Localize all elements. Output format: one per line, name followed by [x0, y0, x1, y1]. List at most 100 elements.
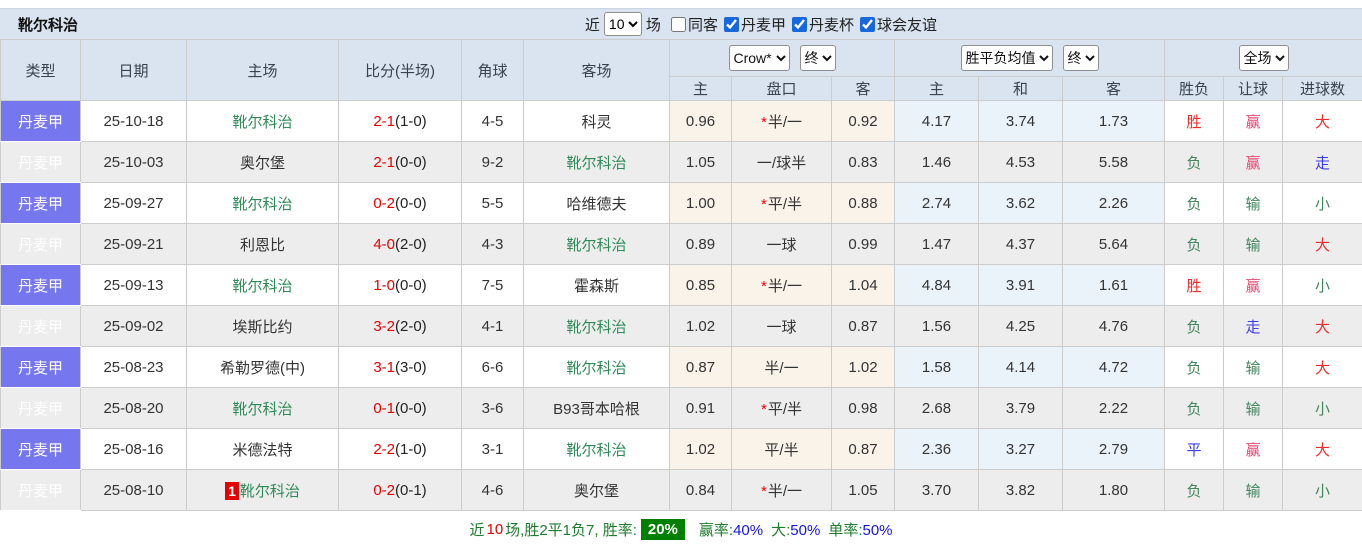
- halftime-score: (2-0): [395, 236, 427, 253]
- halftime-score: (1-0): [395, 441, 427, 458]
- odds-line-cell: *平/半: [732, 388, 832, 429]
- league-cell: 丹麦甲: [1, 183, 81, 224]
- home-team-cell: 靴尔科治: [187, 183, 339, 224]
- goals-result-cell: 大: [1283, 101, 1362, 142]
- avg-draw-cell: 3.79: [979, 388, 1063, 429]
- subcol-odds-home: 主: [670, 77, 732, 101]
- halftime-score: (0-0): [395, 195, 427, 212]
- halftime-score: (0-1): [395, 482, 427, 499]
- home-team-name: 奥尔堡: [240, 155, 285, 172]
- away-team-name: 奥尔堡: [574, 483, 619, 500]
- handicap-result-cell: 赢: [1224, 142, 1283, 183]
- subcol-handicap: 让球: [1224, 77, 1283, 101]
- avg-home-cell: 2.36: [895, 429, 979, 470]
- footer-prefix: 近: [469, 519, 484, 540]
- odds-line-cell: 半/一: [732, 347, 832, 388]
- away-team-name: 靴尔科治: [566, 319, 626, 336]
- home-team-name: 靴尔科治: [232, 114, 292, 131]
- score-cell: 3-2(2-0): [339, 306, 462, 347]
- live-star-icon: *: [761, 114, 767, 131]
- date-cell: 25-09-13: [81, 265, 187, 306]
- handicap-line: 一/球半: [757, 155, 806, 172]
- home-team-cell: 利恩比: [187, 224, 339, 265]
- avg-away-cell: 1.80: [1063, 470, 1165, 511]
- filter-item-0[interactable]: 同客: [671, 14, 718, 35]
- filter-checkbox[interactable]: [671, 17, 686, 32]
- bookmaker-time-select[interactable]: 终: [800, 45, 836, 71]
- home-team-name: 希勒罗德(中): [220, 360, 305, 377]
- corner-cell: 5-5: [462, 183, 524, 224]
- handicap-result-cell: 走: [1224, 306, 1283, 347]
- result-cell: 负: [1165, 347, 1224, 388]
- handicap-line: 半/一: [764, 360, 798, 377]
- filter-label: 丹麦杯: [809, 14, 854, 35]
- avg-away-cell: 2.79: [1063, 429, 1165, 470]
- odds-away-cell: 0.88: [832, 183, 895, 224]
- filter-item-1[interactable]: 丹麦甲: [724, 14, 786, 35]
- result-cell: 负: [1165, 224, 1224, 265]
- halftime-score: (3-0): [395, 359, 427, 376]
- odds-home-cell: 1.05: [670, 142, 732, 183]
- result-cell: 负: [1165, 306, 1224, 347]
- col-home: 主场: [187, 40, 339, 101]
- odds-line-cell: *半/一: [732, 470, 832, 511]
- handicap-line: 半/一: [768, 114, 802, 131]
- avg-home-cell: 3.70: [895, 470, 979, 511]
- average-time-select[interactable]: 终: [1063, 45, 1099, 71]
- filter-item-3[interactable]: 球会友谊: [860, 14, 937, 35]
- away-team-name: 霍森斯: [574, 278, 619, 295]
- home-team-name: 靴尔科治: [232, 401, 292, 418]
- avg-draw-cell: 3.74: [979, 101, 1063, 142]
- avg-away-cell: 2.22: [1063, 388, 1165, 429]
- odds-away-cell: 0.92: [832, 101, 895, 142]
- filter-checkbox[interactable]: [724, 17, 739, 32]
- result-cell: 平: [1165, 429, 1224, 470]
- avg-home-cell: 4.84: [895, 265, 979, 306]
- avg-draw-cell: 4.25: [979, 306, 1063, 347]
- fulltime-score: 2-2: [373, 441, 395, 458]
- col-score: 比分(半场): [339, 40, 462, 101]
- league-cell: 丹麦甲: [1, 101, 81, 142]
- recent-count-select[interactable]: 10: [604, 12, 642, 36]
- subcol-odds-line: 盘口: [732, 77, 832, 101]
- average-select[interactable]: 胜平负均值: [961, 45, 1053, 71]
- date-cell: 25-08-10: [81, 470, 187, 511]
- date-cell: 25-08-20: [81, 388, 187, 429]
- date-cell: 25-10-18: [81, 101, 187, 142]
- footer-over-label: 大:: [771, 522, 790, 539]
- score-cell: 0-2(0-1): [339, 470, 462, 511]
- result-cell: 负: [1165, 470, 1224, 511]
- halftime-score: (0-0): [395, 400, 427, 417]
- odds-line-cell: 平/半: [732, 429, 832, 470]
- fulltime-score: 2-1: [373, 154, 395, 171]
- home-team-name: 靴尔科治: [232, 278, 292, 295]
- avg-home-cell: 1.47: [895, 224, 979, 265]
- home-team-cell: 埃斯比约: [187, 306, 339, 347]
- league-cell: 丹麦甲: [1, 265, 81, 306]
- scope-select[interactable]: 全场: [1239, 45, 1289, 71]
- fulltime-score: 1-0: [373, 277, 395, 294]
- away-team-cell: 霍森斯: [524, 265, 670, 306]
- handicap-line: 平/半: [764, 442, 798, 459]
- result-cell: 负: [1165, 388, 1224, 429]
- filter-group: 同客丹麦甲 丹麦杯球会友谊: [665, 14, 937, 35]
- date-cell: 25-08-23: [81, 347, 187, 388]
- filter-item-2[interactable]: 丹麦杯: [792, 14, 854, 35]
- corner-cell: 4-5: [462, 101, 524, 142]
- odds-home-cell: 1.02: [670, 306, 732, 347]
- bookmaker-select[interactable]: Crow*: [729, 45, 790, 71]
- filter-label: 同客: [688, 14, 718, 35]
- filter-checkbox[interactable]: [860, 17, 875, 32]
- away-team-cell: 靴尔科治: [524, 347, 670, 388]
- handicap-result-cell: 输: [1224, 347, 1283, 388]
- result-cell: 负: [1165, 183, 1224, 224]
- handicap-line: 一球: [766, 319, 796, 336]
- handicap-result-cell: 赢: [1224, 429, 1283, 470]
- score-cell: 2-1(1-0): [339, 101, 462, 142]
- avg-draw-cell: 4.37: [979, 224, 1063, 265]
- league-cell: 丹麦甲: [1, 306, 81, 347]
- filter-checkbox[interactable]: [792, 17, 807, 32]
